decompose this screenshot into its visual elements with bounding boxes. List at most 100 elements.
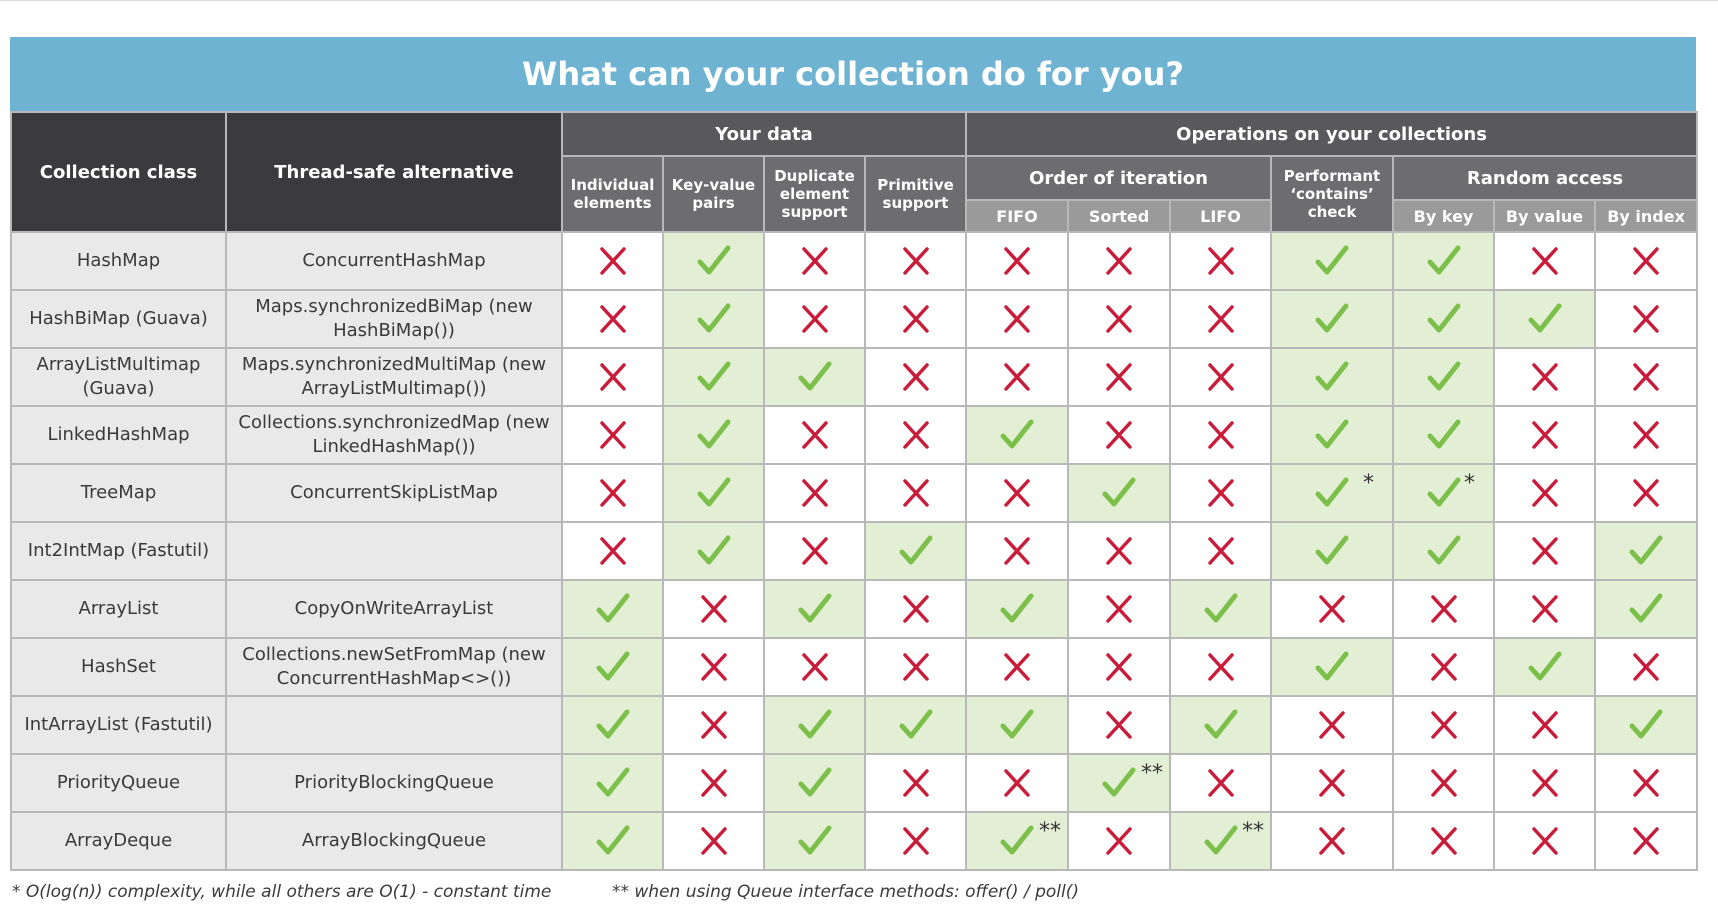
feature-cell	[1493, 521, 1596, 581]
check-mark-icon	[697, 245, 730, 275]
check-mark-icon	[1000, 709, 1034, 739]
check-mark-icon	[596, 709, 629, 739]
feature-cell	[1270, 231, 1394, 291]
table-row: LinkedHashMap Collections.synchronizedMap…	[10, 405, 1699, 465]
feature-cell	[763, 637, 866, 697]
feature-cell	[1493, 637, 1596, 697]
cross-mark-icon	[1319, 769, 1345, 797]
check-mark-icon	[899, 709, 932, 739]
feature-cell	[1392, 347, 1495, 407]
thread-safe-alternative-cell: ArrayBlockingQueue	[225, 811, 563, 871]
cross-mark-icon	[1633, 827, 1659, 855]
feature-cell	[1392, 405, 1495, 465]
footnote-single-asterisk: * O(log(n)) complexity, while all others…	[12, 882, 552, 902]
thread-safe-alternative-cell: Collections.synchronizedMap (new LinkedH…	[225, 405, 563, 465]
feature-cell	[763, 753, 866, 813]
feature-cell	[965, 463, 1069, 523]
header-collection-class: Collection class	[10, 111, 227, 233]
feature-cell	[1270, 579, 1394, 639]
feature-cell	[1270, 637, 1394, 697]
check-mark-icon	[1000, 825, 1034, 855]
feature-cell	[1169, 753, 1272, 813]
feature-cell	[662, 347, 765, 407]
feature-cell	[864, 231, 967, 291]
feature-cell	[1067, 231, 1171, 291]
table-row: HashMap ConcurrentHashMap	[10, 231, 1699, 291]
check-mark-icon	[1315, 651, 1349, 681]
feature-cell	[1067, 695, 1171, 755]
cross-mark-icon	[599, 479, 626, 507]
feature-cell	[1493, 811, 1596, 871]
feature-cell	[965, 347, 1069, 407]
cross-mark-icon	[1207, 305, 1234, 333]
check-mark-icon	[697, 361, 730, 391]
top-divider	[0, 0, 1718, 1]
feature-cell	[864, 637, 967, 697]
feature-cell	[662, 753, 765, 813]
header-order-of-iteration: Order of iteration	[965, 155, 1272, 201]
cross-mark-icon	[902, 421, 929, 449]
cross-mark-icon	[1633, 421, 1659, 449]
cross-mark-icon	[700, 595, 727, 623]
feature-cell	[1270, 289, 1394, 349]
feature-cell	[1392, 231, 1495, 291]
feature-cell	[763, 289, 866, 349]
feature-cell	[1493, 753, 1596, 813]
cross-mark-icon	[902, 363, 929, 391]
thread-safe-alternative-cell: PriorityBlockingQueue	[225, 753, 563, 813]
check-mark-icon	[1629, 535, 1663, 565]
feature-cell: *	[1270, 463, 1394, 523]
check-mark-icon	[1427, 419, 1460, 449]
check-mark-icon	[1427, 535, 1460, 565]
cross-mark-icon	[1106, 247, 1132, 275]
cross-mark-icon	[599, 537, 626, 565]
feature-cell	[1067, 579, 1171, 639]
feature-cell	[1169, 521, 1272, 581]
cross-mark-icon	[902, 769, 929, 797]
feature-cell	[1067, 811, 1171, 871]
table-row: ArrayDeque ArrayBlockingQueue ** **	[10, 811, 1699, 871]
feature-cell	[965, 231, 1069, 291]
feature-cell	[1493, 405, 1596, 465]
cross-mark-icon	[1633, 653, 1659, 681]
check-mark-icon	[1427, 477, 1460, 507]
feature-cell	[864, 753, 967, 813]
thread-safe-alternative-cell: Maps.synchronizedBiMap (new HashBiMap())	[225, 289, 563, 349]
cross-mark-icon	[700, 653, 727, 681]
cross-mark-icon	[1633, 305, 1659, 333]
footnote-marker: **	[1039, 819, 1061, 844]
feature-cell	[662, 521, 765, 581]
check-mark-icon	[1102, 767, 1136, 797]
feature-cell	[1270, 695, 1394, 755]
cross-mark-icon	[599, 421, 626, 449]
cross-mark-icon	[1106, 711, 1132, 739]
cross-mark-icon	[599, 247, 626, 275]
feature-cell	[662, 811, 765, 871]
check-mark-icon	[1629, 709, 1663, 739]
cross-mark-icon	[902, 305, 929, 333]
feature-cell	[763, 405, 866, 465]
feature-cell	[1593, 579, 1699, 639]
cross-mark-icon	[1004, 247, 1030, 275]
cross-mark-icon	[700, 711, 727, 739]
feature-cell	[1593, 695, 1699, 755]
check-mark-icon	[1000, 593, 1034, 623]
footnote-marker: *	[1464, 471, 1475, 496]
feature-cell	[1067, 463, 1171, 523]
cross-mark-icon	[1207, 421, 1234, 449]
cross-mark-icon	[700, 827, 727, 855]
cross-mark-icon	[599, 363, 626, 391]
feature-cell	[965, 637, 1069, 697]
check-mark-icon	[1102, 477, 1136, 507]
check-mark-icon	[798, 825, 831, 855]
feature-cell	[1593, 347, 1699, 407]
feature-cell	[662, 231, 765, 291]
thread-safe-alternative-cell: CopyOnWriteArrayList	[225, 579, 563, 639]
collection-class-cell: IntArrayList (Fastutil)	[10, 695, 227, 755]
collection-class-cell: LinkedHashMap	[10, 405, 227, 465]
check-mark-icon	[1629, 593, 1663, 623]
check-mark-icon	[697, 535, 730, 565]
cross-mark-icon	[1531, 595, 1558, 623]
cross-mark-icon	[1531, 769, 1558, 797]
collection-comparison-table: Collection class Thread-safe alternative…	[10, 111, 1699, 871]
